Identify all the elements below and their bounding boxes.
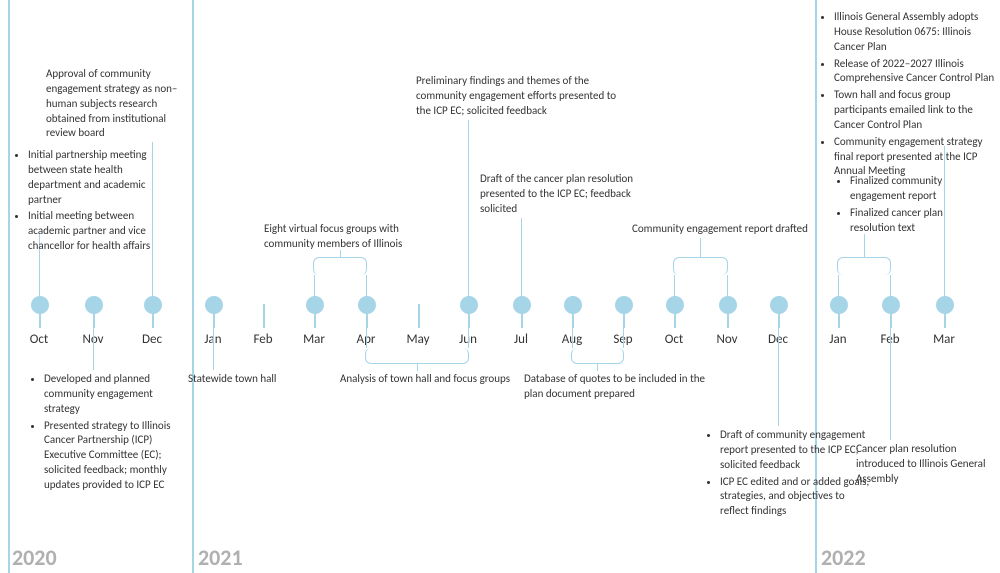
event-item: ICP EC edited and or added goals, strate… [720, 475, 872, 520]
event-item: Initial partnership meeting between stat… [28, 148, 176, 207]
month-marker [666, 296, 684, 314]
brace-leg [727, 275, 728, 298]
month-label: May [407, 332, 430, 347]
year-label-2022: 2022 [821, 544, 866, 571]
month-label: Jan [829, 332, 846, 347]
event-feb2022-bottom: Cancer plan resolution introduced to Ill… [856, 442, 990, 487]
brace-report-drafted [673, 257, 728, 275]
month-label: Mar [303, 332, 325, 347]
month-marker [460, 296, 478, 314]
month-marker [513, 296, 531, 314]
connector [93, 328, 94, 370]
event-mar2022-top: Illinois General Assembly adopts House R… [820, 10, 1000, 181]
brace-focus-groups [313, 257, 367, 275]
month-label: Oct [665, 332, 683, 347]
month-marker [564, 296, 582, 314]
month-marker [358, 296, 376, 314]
brace-leg [366, 328, 367, 348]
brace-leg [674, 275, 675, 298]
month-label: Oct [30, 332, 48, 347]
month-marker [882, 296, 900, 314]
month-label: Jul [514, 332, 528, 347]
month-label: Dec [142, 332, 162, 347]
brace-leg [468, 328, 469, 348]
month-marker [31, 296, 49, 314]
month-tick [418, 304, 420, 328]
event-augsep-bottom: Database of quotes to be included in the… [524, 372, 710, 402]
event-item: Draft of community engagement report pre… [720, 428, 872, 473]
event-marapr2021-top: Eight virtual focus groups with communit… [264, 222, 439, 252]
event-nov2020-bottom: Developed and planned community engageme… [30, 372, 180, 495]
brace-analysis [365, 348, 469, 364]
brace-stem [864, 234, 865, 257]
month-marker [306, 296, 324, 314]
event-jul2021-top: Draft of the cancer plan resolution pres… [480, 172, 648, 217]
month-marker [830, 296, 848, 314]
brace-quotes-db [571, 348, 624, 364]
month-label: Mar [933, 332, 955, 347]
event-item: Town hall and focus group participants e… [834, 88, 1000, 133]
brace-finalized [837, 257, 891, 275]
event-jun2021-top: Preliminary findings and themes of the c… [416, 74, 622, 119]
event-janfeb2022-top: Finalized community engagement report Fi… [836, 174, 976, 237]
event-item: Community engagement strategy final repo… [834, 135, 1000, 180]
brace-leg [838, 275, 839, 298]
connector [213, 328, 214, 370]
month-marker [770, 296, 788, 314]
year-divider-2020 [8, 0, 10, 573]
connector [778, 328, 779, 426]
event-item: Initial meeting between academic partner… [28, 209, 176, 254]
brace-leg [890, 275, 891, 298]
event-aprjun2021-bottom: Analysis of town hall and focus groups [325, 372, 525, 387]
event-item: Release of 2022–2027 Illinois Comprehens… [834, 57, 1000, 87]
brace-leg [314, 275, 315, 298]
month-label: Feb [253, 332, 272, 347]
month-marker [936, 296, 954, 314]
event-item: Illinois General Assembly adopts House R… [834, 10, 1000, 55]
month-label: Nov [716, 332, 737, 347]
brace-stem [597, 364, 598, 371]
month-tick [263, 304, 265, 328]
connector [468, 120, 469, 298]
connector [890, 328, 891, 440]
year-label-2021: 2021 [198, 544, 243, 571]
brace-stem [417, 364, 418, 371]
event-dec2020-top: Approval of community engagement strateg… [46, 67, 196, 141]
event-item: Finalized cancer plan resolution text [850, 206, 976, 236]
timeline-canvas: 2020 2021 2022 OctNovDecJanFebMarAprMayJ… [0, 0, 1000, 573]
event-jan2021-bottom: Statewide town hall [188, 372, 298, 387]
brace-leg [366, 275, 367, 298]
event-octnov2021-top: Community engagement report drafted [632, 222, 832, 237]
event-item: Presented strategy to Illinois Cancer Pa… [44, 419, 180, 493]
month-marker [615, 296, 633, 314]
connector [521, 218, 522, 298]
year-label-2020: 2020 [12, 544, 57, 571]
month-marker [85, 296, 103, 314]
month-marker [144, 296, 162, 314]
event-dec2021-bottom: Draft of community engagement report pre… [706, 428, 872, 521]
month-marker [205, 296, 223, 314]
timeline-axis: OctNovDecJanFebMarAprMayJunJulAugSepOctN… [0, 304, 1000, 336]
brace-stem [700, 238, 701, 257]
event-oct2020-top: Initial partnership meeting between stat… [14, 148, 176, 256]
brace-leg [572, 328, 573, 348]
brace-leg [623, 328, 624, 348]
month-marker [719, 296, 737, 314]
event-item: Developed and planned community engageme… [44, 372, 180, 417]
